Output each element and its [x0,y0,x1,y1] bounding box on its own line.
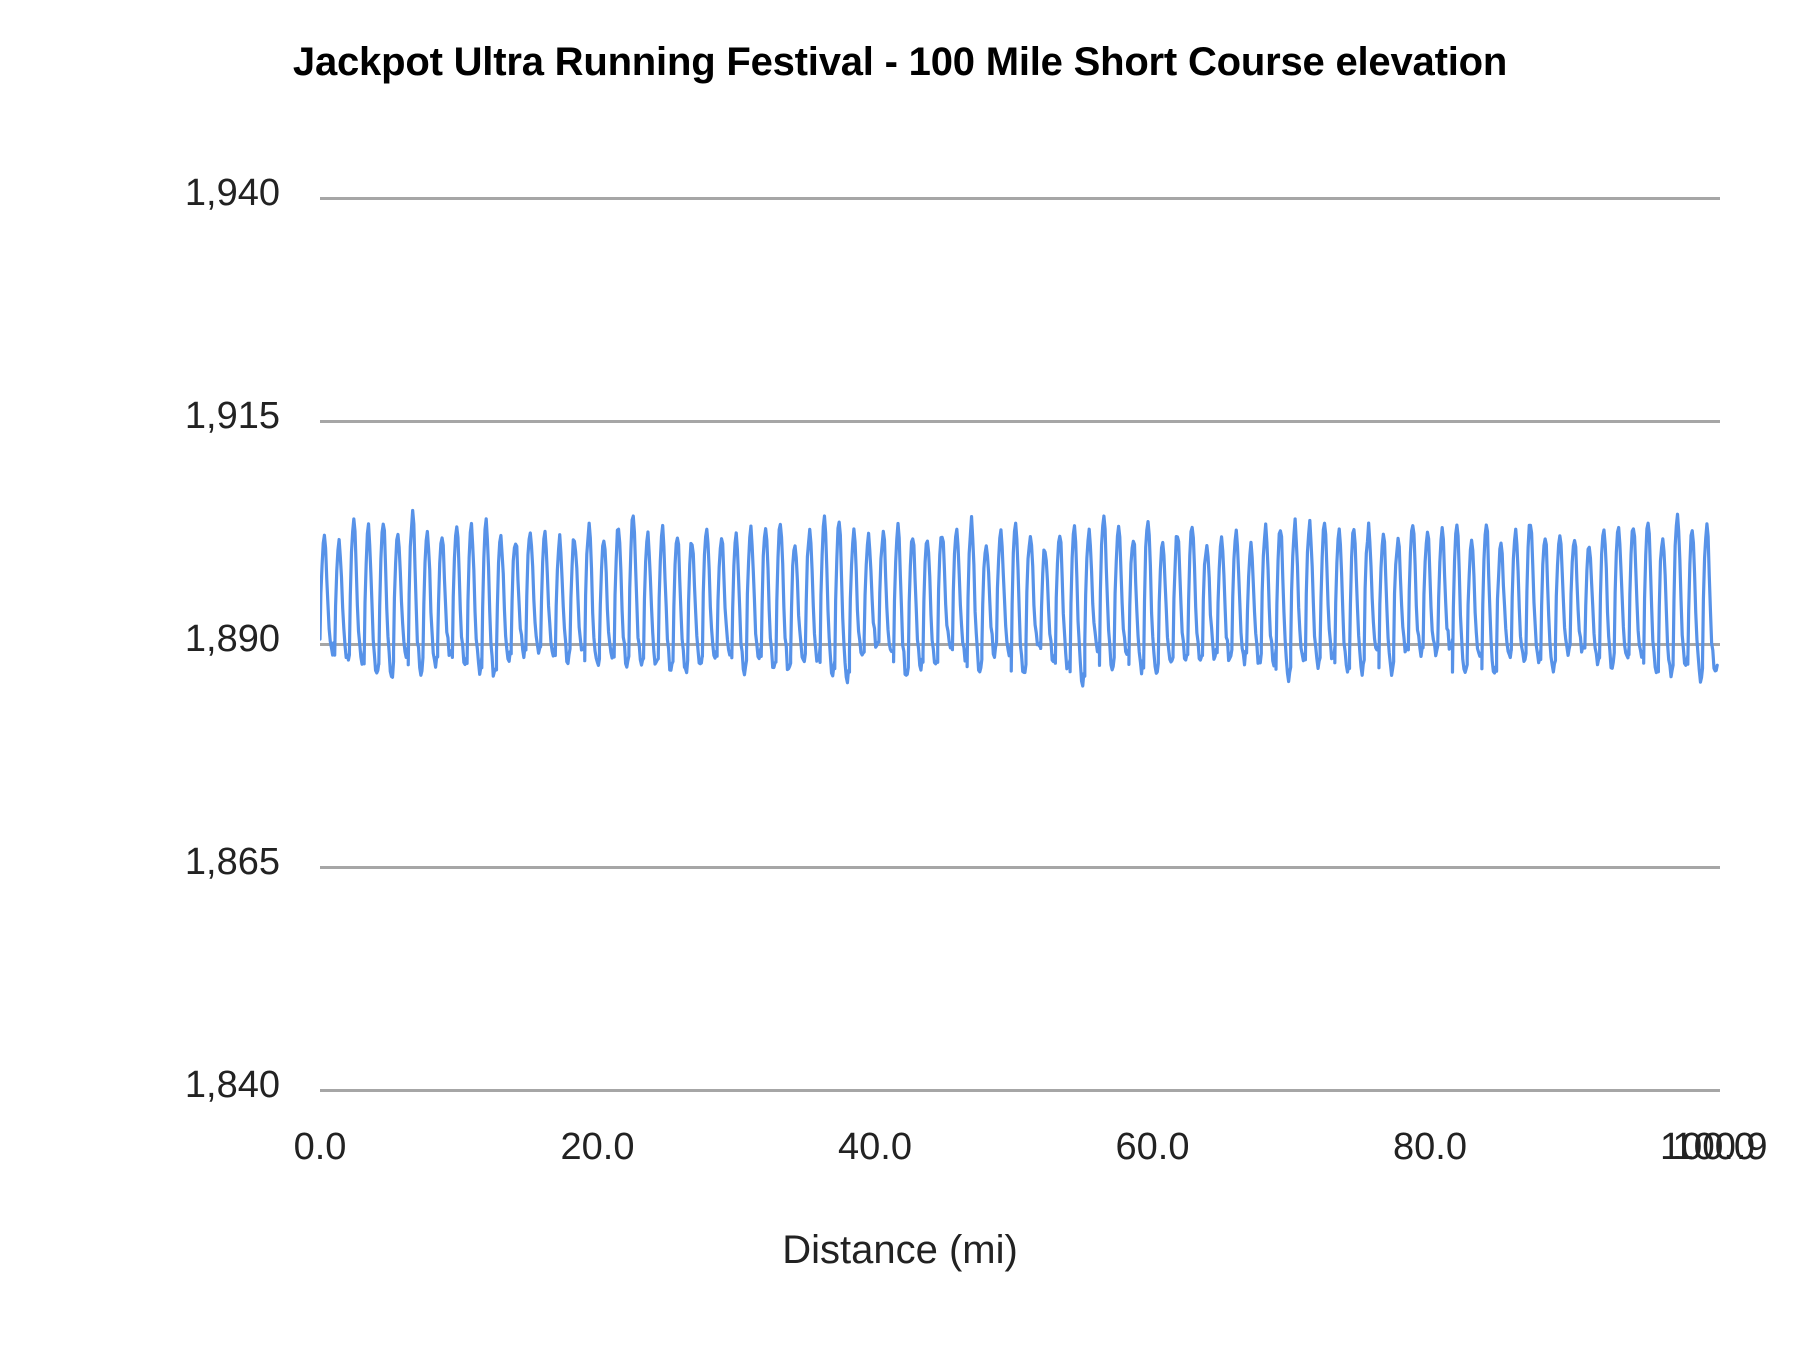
gridline [320,196,1720,200]
elevation-line [320,510,1717,686]
y-tick-label: 1,940 [184,172,280,214]
x-tick-label: 60.0 [1115,1126,1190,1168]
gridline [320,865,1720,869]
x-axis-title: Distance (mi) [782,1228,1018,1272]
x-tick-label: 100.9 [1672,1126,1768,1168]
x-tick-label: 100.0 [1659,1126,1756,1168]
x-tick-label: 20.0 [560,1126,635,1168]
x-tick-label: 40.0 [838,1126,912,1168]
x-tick-label: 80.0 [1393,1126,1467,1168]
elevation-series [320,198,1720,1090]
gridline [320,419,1720,423]
y-tick-label: 1,840 [184,1064,280,1106]
y-tick-label: 1,915 [184,395,280,437]
chart-title: Jackpot Ultra Running Festival - 100 Mil… [292,40,1508,84]
y-tick-label: 1,865 [184,841,280,883]
plot-area [320,196,1720,1092]
x-tick-label: 0.0 [293,1126,347,1168]
y-tick-label: 1,890 [184,618,280,660]
gridline [320,1088,1720,1092]
